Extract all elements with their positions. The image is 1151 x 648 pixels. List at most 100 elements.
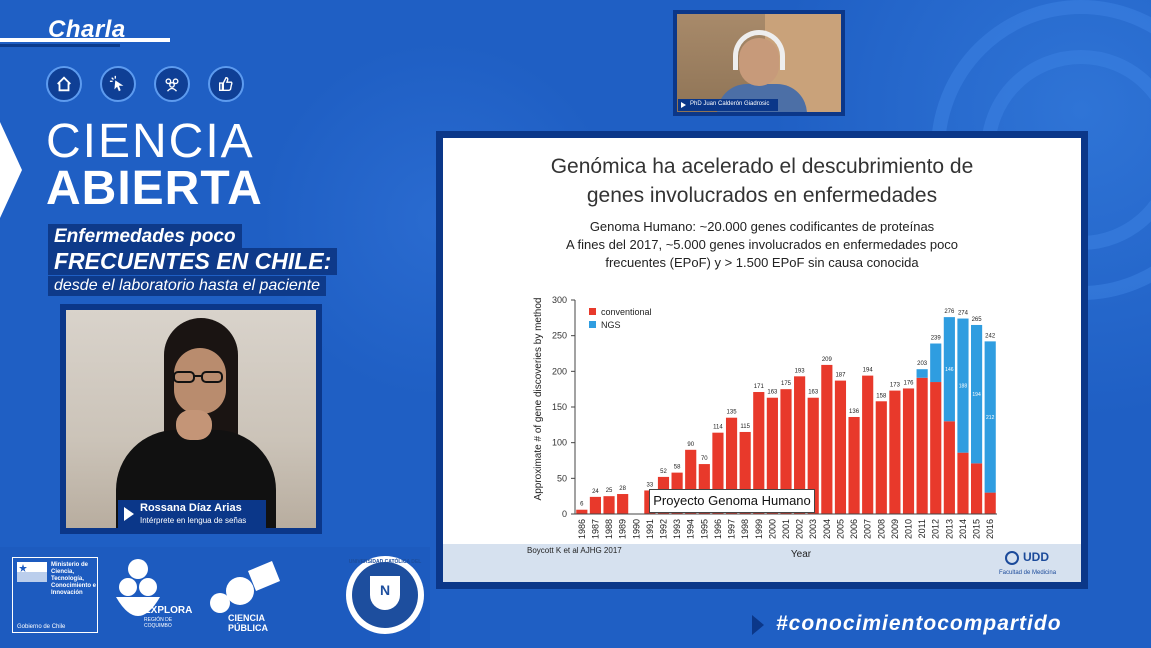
- bar-total-label: 265: [972, 317, 983, 323]
- headphones-icon: [733, 30, 785, 70]
- x-tick-label: 1996: [713, 519, 723, 539]
- bar-total-label: 194: [863, 368, 874, 374]
- slide-title: Genómica ha acelerado el descubrimiento …: [443, 152, 1081, 210]
- x-tick-label: 2008: [876, 519, 886, 539]
- udd-logo-text: UDD: [1023, 550, 1049, 564]
- explora-mark-icon: [116, 559, 160, 616]
- bar-conventional: [889, 390, 901, 514]
- speaker-video: [677, 14, 841, 112]
- ciencia-publica-text: CIENCIA PÚBLICA: [228, 613, 268, 633]
- gene-discovery-chart: 6 1986 24 1987 25 1988 28 1989 1990 33 1991 52 1992 5…: [533, 295, 997, 560]
- click-icon[interactable]: [100, 66, 136, 102]
- legend-label-conventional: conventional: [601, 307, 652, 317]
- x-tick-label: 2005: [835, 519, 845, 539]
- ciencia-publica-logo: CIENCIA PÚBLICA: [200, 555, 284, 635]
- x-tick-label: 1992: [658, 519, 668, 539]
- bar-total-label: 135: [727, 410, 738, 416]
- bar-total-label: 176: [904, 380, 915, 386]
- ciencia-publica-line-2: PÚBLICA: [228, 623, 268, 633]
- explora-logo: EXPLORA REGIÓN DE COQUIMBO: [112, 555, 196, 635]
- bar-total-label: 242: [985, 333, 996, 339]
- bar-total-label: 163: [767, 390, 778, 396]
- y-tick-label: 200: [552, 366, 567, 376]
- x-tick-label: 1995: [699, 519, 709, 539]
- subtitle-line-3: desde el laboratorio hasta el paciente: [48, 276, 326, 296]
- legend-swatch-conventional: [589, 308, 596, 315]
- interpreter-role: Intérprete en lengua de señas: [140, 516, 247, 525]
- interpreter-video: [66, 310, 316, 528]
- x-tick-label: 1990: [631, 519, 641, 539]
- bar-conventional: [617, 494, 629, 514]
- y-tick-label: 150: [552, 402, 567, 412]
- bar-total-label: 52: [660, 469, 667, 475]
- bar-total-label: 58: [674, 465, 681, 471]
- bar-conventional: [834, 380, 847, 514]
- bar-total-label: 70: [701, 456, 708, 462]
- x-tick-label: 2003: [808, 519, 818, 539]
- play-triangle-icon: [124, 507, 134, 521]
- chevron-decoration-icon: [0, 122, 22, 218]
- bar-total-label: 90: [687, 442, 694, 448]
- legend-swatch-ngs: [589, 321, 596, 328]
- bar-total-label: 24: [592, 489, 599, 495]
- play-triangle-icon: [681, 102, 686, 108]
- x-tick-label: 2009: [890, 519, 900, 539]
- x-axis-label: Year: [791, 549, 812, 560]
- bar-ngs: [984, 341, 996, 493]
- slide-title-line-1: Genómica ha acelerado el descubrimiento …: [550, 155, 974, 178]
- slide-sub-line-3: frecuentes (EPoF) y > 1.500 EPoF sin cau…: [605, 255, 919, 270]
- bar-conventional: [739, 431, 751, 514]
- bar-conventional: [725, 417, 738, 514]
- y-tick-label: 100: [552, 438, 567, 448]
- bar-conventional: [902, 388, 915, 514]
- udd-logo-subtext: Facultad de Medicina: [999, 570, 1057, 576]
- explora-subtext: REGIÓN DE COQUIMBO: [144, 617, 173, 629]
- explora-text: EXPLORA: [144, 605, 193, 616]
- bar-total-label: 175: [781, 381, 792, 387]
- bar-total-label: 6: [580, 502, 584, 508]
- bar-total-label: 274: [958, 311, 969, 317]
- chile-flag-icon: [17, 562, 47, 582]
- bar-total-label: 114: [713, 425, 723, 431]
- bar-ngs: [957, 318, 969, 453]
- bar-conventional: [821, 364, 833, 514]
- x-tick-label: 1998: [740, 519, 750, 539]
- bar-total-label: 173: [890, 383, 901, 389]
- ucn-shield-icon: [370, 576, 400, 610]
- ciencia-publica-line-1: CIENCIA: [228, 613, 266, 623]
- home-icon[interactable]: [46, 66, 82, 102]
- ucn-shield-letter: N: [379, 582, 391, 598]
- group-icon[interactable]: [154, 66, 190, 102]
- bar-total-label: 163: [808, 390, 819, 396]
- x-tick-label: 2016: [985, 519, 995, 539]
- x-tick-label: 2001: [781, 519, 791, 539]
- ngs-value-label: 146: [945, 367, 954, 373]
- slide-reference: Boycott K et al AJHG 2017: [527, 546, 622, 555]
- bar-conventional: [794, 376, 806, 514]
- x-tick-label: 1986: [577, 519, 587, 539]
- bar-conventional: [766, 397, 778, 514]
- thumbs-up-icon[interactable]: [208, 66, 244, 102]
- bar-total-label: 193: [795, 368, 806, 374]
- bar-conventional: [970, 463, 983, 514]
- gobierno-text: Gobierno de Chile: [17, 624, 66, 630]
- charla-header: Charla: [0, 10, 170, 43]
- bar-conventional: [685, 449, 697, 514]
- legend-label-ngs: NGS: [601, 320, 621, 330]
- bar-conventional: [848, 416, 860, 514]
- y-tick-label: 0: [562, 509, 567, 519]
- interpreter-name: Rossana Díaz Arias: [140, 502, 242, 514]
- x-tick-label: 2004: [822, 519, 832, 539]
- ministerio-logo: Ministerio de Ciencia, Tecnología, Conoc…: [12, 557, 98, 633]
- bar-conventional: [589, 496, 602, 514]
- bar-conventional: [753, 392, 765, 514]
- x-tick-label: 1991: [645, 519, 655, 539]
- bar-ngs: [916, 369, 928, 378]
- y-tick-label: 50: [557, 473, 567, 483]
- bar-conventional: [807, 397, 819, 514]
- udd-mark-icon: [1005, 551, 1019, 565]
- bar-conventional: [943, 421, 955, 514]
- bar-conventional: [916, 377, 928, 514]
- y-tick-label: 300: [552, 295, 567, 305]
- x-tick-label: 1993: [672, 519, 682, 539]
